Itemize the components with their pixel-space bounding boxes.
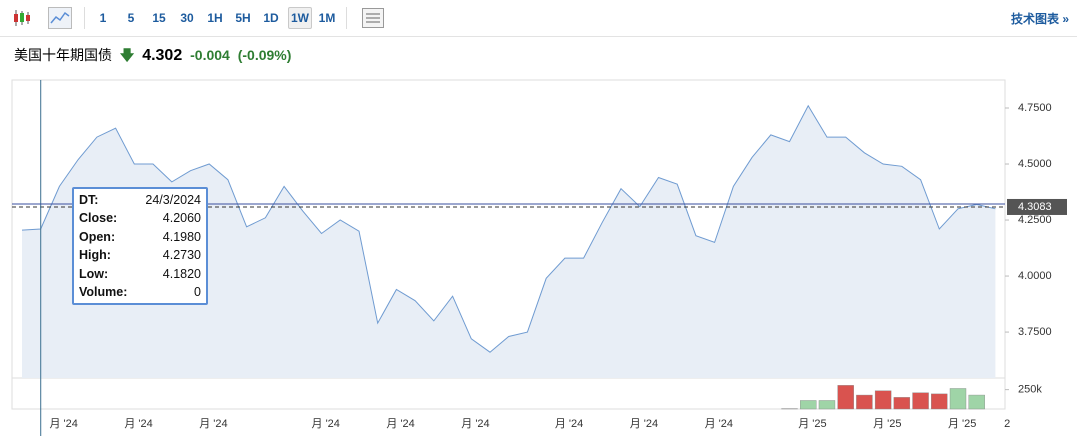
volume-bar (800, 400, 817, 410)
header: 美国十年期国债 🡇 4.302 -0.004 (-0.09%) (14, 45, 295, 69)
y-tick-label: 4.7500 (1018, 102, 1052, 114)
technical-chart-link[interactable]: 技术图表 » (1010, 12, 1069, 26)
tooltip-key: High: (79, 248, 111, 263)
volume-bar (893, 397, 911, 410)
x-tick-label: 月 '25 (798, 418, 826, 430)
tooltip-row: Close: 4.2060 (79, 211, 201, 229)
interval-button[interactable]: 1 (99, 11, 107, 25)
tooltip-key: DT: (79, 193, 99, 207)
tooltip-value: 4.2060 (162, 211, 201, 226)
x-tick-label: 月 '24 (199, 418, 227, 430)
last-price-label: 4.3083 (1018, 201, 1052, 213)
area-fill (22, 105, 996, 379)
tooltip-row: Open: 4.1980 (79, 230, 201, 248)
x-tick-label: 月 '24 (705, 418, 733, 430)
instrument-name: 美国十年期国债 (14, 47, 112, 63)
volume-bar (874, 390, 892, 410)
volume-bar (837, 385, 854, 410)
tooltip-value: 24/3/2024 (145, 193, 201, 207)
interval-button[interactable]: 5 (127, 11, 135, 25)
table-icon[interactable] (362, 8, 384, 28)
tooltip-value: 4.1980 (162, 229, 201, 244)
price: 4.302 (142, 47, 183, 64)
x-tick-label: 2 (1004, 418, 1010, 430)
interval-button[interactable]: 1M (318, 11, 336, 25)
y-tick-label: 3.7500 (1018, 326, 1052, 338)
price-line (21, 104, 996, 353)
last-price-box (1007, 198, 1067, 215)
tooltip-row: Volume: 0 (79, 285, 201, 303)
candlestick-icon[interactable] (12, 9, 32, 27)
interval-button[interactable]: 1D (263, 11, 279, 25)
tooltip-row: DT: 24/3/2024 (79, 193, 201, 211)
plot-frame (11, 79, 1006, 410)
x-tick-label: 月 '24 (630, 418, 658, 430)
volume-bar (968, 394, 985, 410)
x-tick-label: 月 '24 (555, 418, 583, 430)
x-tick-label: 月 '24 (386, 418, 414, 430)
volume-tick-label: 250k (1018, 384, 1042, 396)
volume-bar (856, 394, 873, 410)
y-tick-label: 4.2500 (1018, 214, 1052, 226)
separator (346, 7, 347, 29)
x-tick-label: 月 '25 (873, 418, 901, 430)
x-tick-label: 月 '24 (49, 418, 77, 430)
separator (84, 7, 85, 29)
tooltip-value: 0 (194, 284, 201, 299)
interval-button[interactable]: 15 (152, 11, 166, 25)
tooltip-key: Volume: (79, 284, 128, 299)
interval-button[interactable]: 30 (180, 11, 194, 25)
volume-bar (818, 400, 836, 410)
tooltip-row: Low: 4.1820 (79, 267, 201, 285)
y-tick-label: 4.5000 (1018, 158, 1052, 170)
x-tick-label: 月 '24 (312, 418, 340, 430)
area-icon[interactable] (48, 7, 72, 29)
down-arrow: 🡇 (119, 47, 135, 63)
x-tick-label: 月 '25 (948, 418, 976, 430)
x-tick-label: 月 '24 (124, 418, 152, 430)
tooltip-key: Open: (79, 229, 116, 244)
y-tick-label: 4.0000 (1018, 270, 1052, 282)
tooltip-value: 4.1820 (162, 266, 201, 281)
interval-button[interactable]: 1W (288, 7, 312, 29)
volume-bar (931, 393, 948, 410)
interval-button[interactable]: 5H (235, 11, 251, 25)
tooltip-key: Low: (79, 266, 109, 281)
x-tick-label: 月 '24 (461, 418, 489, 430)
tooltip-row: High: 4.2730 (79, 248, 201, 266)
toolbar: 1 5 15 30 1H 5H 1D 1W 1M 技术图表 » (0, 0, 1077, 37)
volume-bar (912, 392, 929, 410)
tooltip-value: 4.2730 (162, 248, 201, 263)
tooltip: DT: 24/3/2024 Close: 4.2060 Open: 4.1980 High:… (72, 187, 208, 305)
interval-button[interactable]: 1H (207, 11, 223, 25)
volume-bar (949, 388, 967, 410)
change: -0.004 (190, 47, 230, 63)
change-percent: (-0.09%) (237, 47, 292, 63)
tooltip-key: Close: (79, 211, 118, 226)
